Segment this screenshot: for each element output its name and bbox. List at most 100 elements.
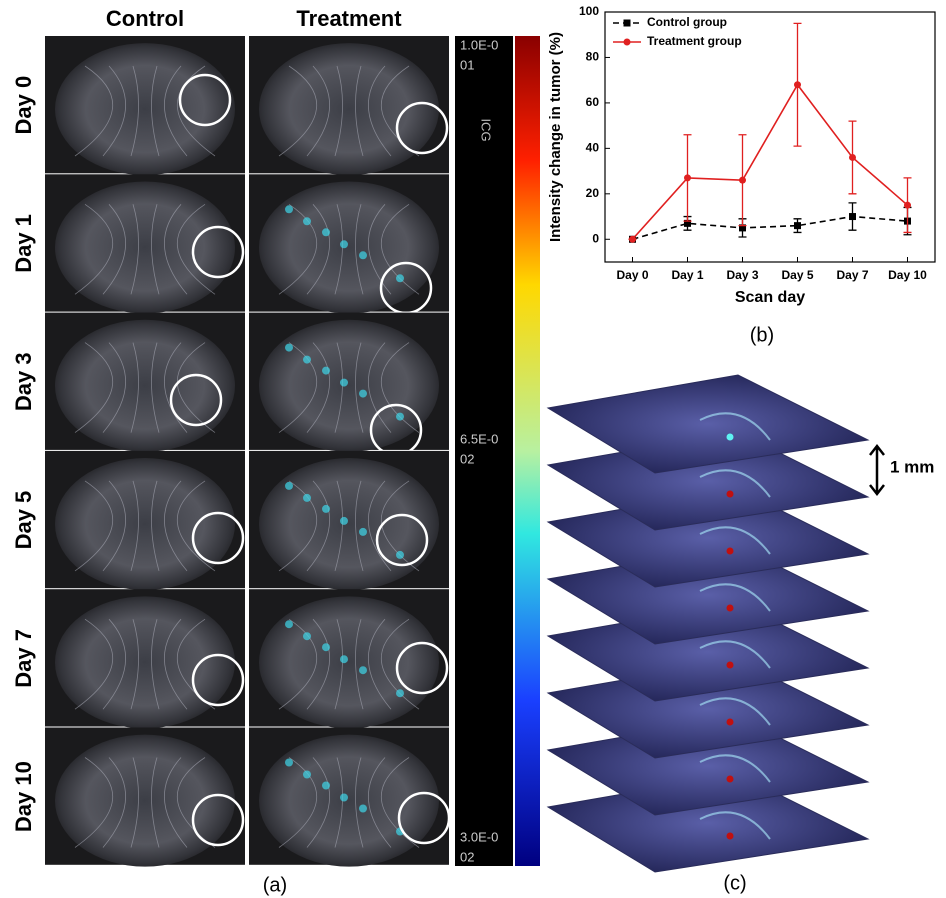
vessel [74, 757, 113, 848]
slice-hotspot [726, 604, 734, 612]
tissue-image [259, 319, 439, 452]
roi-circle [191, 653, 245, 707]
vessel [381, 342, 420, 433]
slice-hotspot [726, 718, 734, 726]
row-label: Day 3 [11, 352, 36, 411]
signal-spot [396, 274, 404, 283]
vessel [306, 342, 331, 433]
vessel [306, 618, 331, 710]
vessel [278, 480, 317, 572]
signal-spot [285, 481, 293, 490]
signal-spot [285, 620, 293, 629]
vessel [102, 618, 127, 710]
vessel [355, 204, 364, 295]
signal-spot [322, 643, 330, 652]
signal-spot [396, 550, 404, 559]
vessel [74, 203, 113, 295]
signal-spot [340, 378, 348, 387]
vessel [306, 480, 331, 572]
vessel [130, 65, 139, 157]
roi-circle [191, 225, 245, 279]
x-tick-label: Day 7 [836, 268, 868, 282]
colorbar-label: 02 [460, 451, 474, 466]
signal-spot [303, 355, 311, 364]
legend-marker [623, 19, 631, 27]
vessel [355, 480, 364, 572]
vessel [177, 65, 216, 157]
vessel [102, 480, 127, 572]
vessel [102, 757, 127, 848]
slice-feature [699, 526, 771, 555]
tissue-image [55, 734, 235, 867]
signal-spot [396, 689, 404, 698]
colorbar-label: 01 [460, 57, 474, 72]
signal-spot [340, 793, 348, 802]
marker [739, 176, 746, 184]
signal-spot [303, 770, 311, 779]
roi-circle [191, 511, 245, 565]
panel-caption: (a) [263, 874, 287, 896]
signal-spot [340, 516, 348, 525]
marker [849, 213, 856, 221]
y-axis-title: Intensity change in tumor (%) [547, 32, 564, 242]
vessel [355, 619, 364, 710]
vessel [278, 65, 317, 157]
slice-hotspot [726, 490, 734, 498]
signal-spot [322, 504, 330, 513]
series-line [631, 83, 909, 240]
roi-circle [375, 513, 429, 567]
legend-label: Treatment group [647, 34, 742, 48]
row-label: Day 0 [11, 76, 36, 135]
series-line [632, 215, 908, 241]
column-header: Treatment [296, 6, 402, 31]
slice-hotspot [726, 547, 734, 555]
signal-spot [322, 228, 330, 237]
vessel [74, 65, 113, 157]
slice-feature [699, 811, 771, 840]
vessel [367, 480, 392, 572]
slice-feature [699, 697, 771, 726]
y-tick-label: 100 [579, 4, 599, 18]
vessel [177, 757, 216, 848]
vessel [381, 757, 420, 848]
y-tick-label: 60 [586, 95, 600, 109]
vessel [130, 757, 139, 848]
vessel [278, 342, 317, 433]
vessel [177, 203, 216, 295]
signal-spot [303, 632, 311, 641]
x-axis-title: Scan day [735, 289, 805, 306]
vessel [151, 619, 160, 710]
colorbar-label: 02 [460, 849, 474, 864]
vessel [163, 618, 188, 710]
vessel [151, 480, 160, 572]
vessel [163, 204, 188, 295]
marker [629, 235, 636, 243]
vessel [355, 757, 364, 848]
slice-hotspot [726, 832, 734, 840]
legend-label: Control group [647, 15, 727, 29]
marker [684, 174, 691, 182]
tissue-image [55, 181, 235, 314]
signal-spot [303, 493, 311, 502]
vessel [355, 65, 364, 157]
vessel [381, 480, 420, 572]
panel-caption: (b) [750, 324, 774, 346]
y-tick-label: 0 [592, 231, 599, 245]
scale-label: 1 mm [890, 457, 934, 476]
signal-spot [396, 412, 404, 421]
slice-feature [699, 412, 771, 441]
signal-spot [285, 205, 293, 214]
marker [739, 224, 746, 232]
vessel [367, 618, 392, 710]
roi-circle [169, 373, 223, 427]
x-tick-label: Day 10 [888, 268, 927, 282]
colorbar-label: 3.0E-0 [460, 829, 498, 844]
panel-a: Control Treatment Day 0 Day 1 Day 3 Day 5 Day … [11, 6, 540, 896]
vessel [151, 757, 160, 848]
signal-spot [359, 527, 367, 536]
slice-feature [699, 754, 771, 783]
plot-frame [604, 11, 936, 263]
signal-spot [340, 240, 348, 249]
